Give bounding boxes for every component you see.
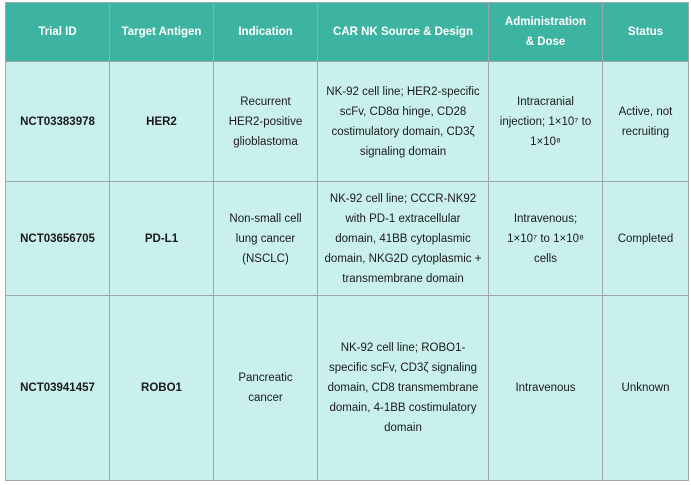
status-cell: Active, not recruiting — [602, 61, 689, 182]
administration-cell: Intravenous; 1×10⁷ to 1×10⁸ cells — [488, 181, 603, 296]
table-header: Trial ID Target Antigen Indication CAR N… — [5, 2, 689, 62]
header-status: Status — [602, 2, 689, 62]
trial-id-cell: NCT03656705 — [5, 181, 110, 296]
table-row: NCT03383978 HER2 Recurrent HER2-positive… — [5, 61, 689, 182]
header-indication: Indication — [213, 2, 318, 62]
trial-id-cell: NCT03941457 — [5, 295, 110, 481]
target-antigen-cell: ROBO1 — [109, 295, 214, 481]
design-cell: NK-92 cell line; ROBO1-specific scFv, CD… — [317, 295, 489, 481]
indication-cell: Non-small cell lung cancer (NSCLC) — [213, 181, 318, 296]
header-target-antigen: Target Antigen — [109, 2, 214, 62]
administration-cell: Intracranial injection; 1×10⁷ to 1×10⁸ — [488, 61, 603, 182]
status-cell: Unknown — [602, 295, 689, 481]
trial-id-cell: NCT03383978 — [5, 61, 110, 182]
status-cell: Completed — [602, 181, 689, 296]
header-trial-id: Trial ID — [5, 2, 110, 62]
target-antigen-cell: HER2 — [109, 61, 214, 182]
design-cell: NK-92 cell line; CCCR-NK92 with PD-1 ext… — [317, 181, 489, 296]
design-cell: NK-92 cell line; HER2-specific scFv, CD8… — [317, 61, 489, 182]
header-administration: Administration & Dose — [488, 2, 603, 62]
clinical-trials-table: Trial ID Target Antigen Indication CAR N… — [5, 2, 689, 481]
administration-cell: Intravenous — [488, 295, 603, 481]
table-body: NCT03383978 HER2 Recurrent HER2-positive… — [5, 61, 689, 481]
header-row: Trial ID Target Antigen Indication CAR N… — [5, 2, 689, 62]
indication-cell: Recurrent HER2-positive glioblastoma — [213, 61, 318, 182]
table-row: NCT03656705 PD-L1 Non-small cell lung ca… — [5, 181, 689, 296]
indication-cell: Pancreatic cancer — [213, 295, 318, 481]
target-antigen-cell: PD-L1 — [109, 181, 214, 296]
table-row: NCT03941457 ROBO1 Pancreatic cancer NK-9… — [5, 295, 689, 481]
header-design: CAR NK Source & Design — [317, 2, 489, 62]
